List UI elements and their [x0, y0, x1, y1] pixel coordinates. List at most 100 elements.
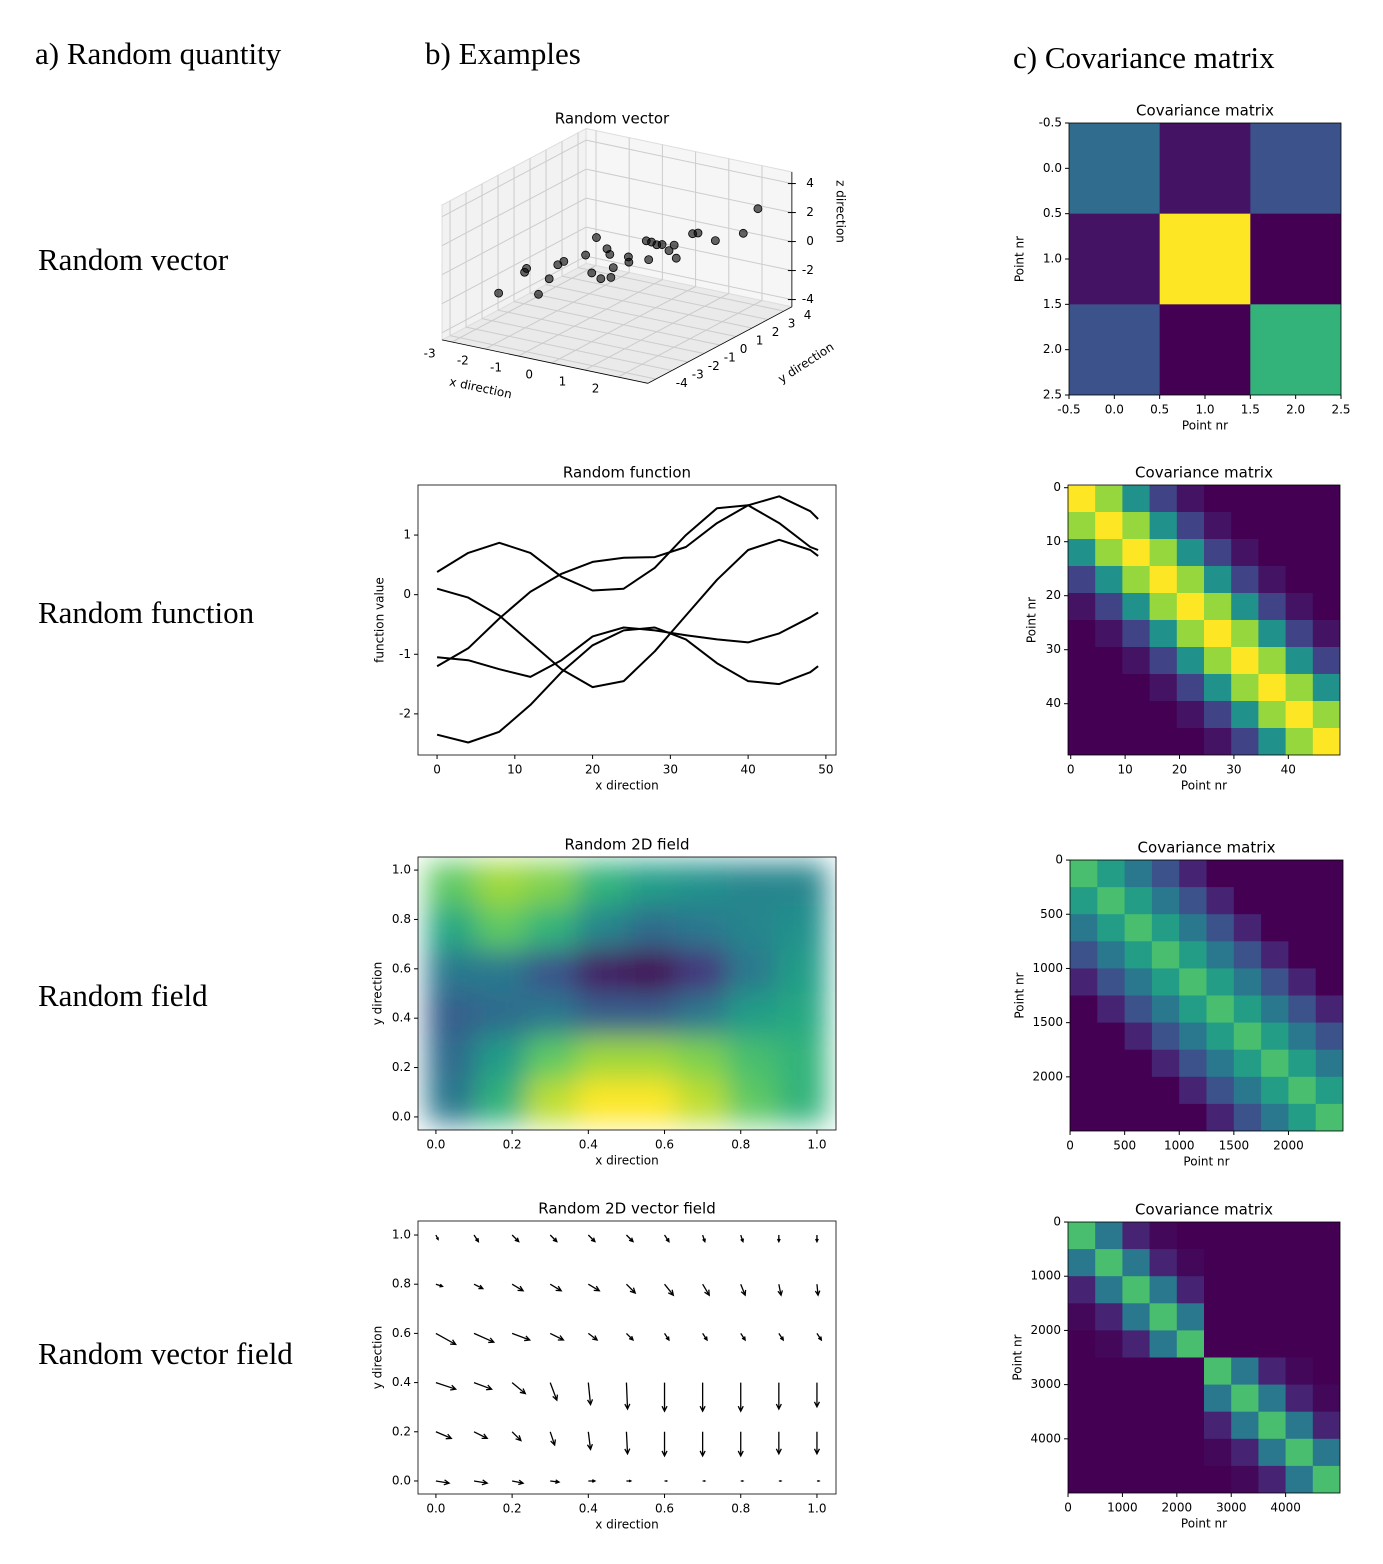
arrow [473, 1332, 496, 1344]
point [624, 257, 634, 267]
heatmap-cell [576, 949, 627, 994]
heatmap-cell [1204, 674, 1232, 702]
heatmap-cell [1231, 1276, 1259, 1304]
heatmap-cell [1122, 1249, 1151, 1277]
heatmap-cell [1233, 995, 1262, 1024]
heatmap-cell [1149, 1357, 1178, 1386]
heatmap-cell [1258, 485, 1287, 513]
heatmap-cell [1176, 728, 1205, 755]
heatmap-cell [1095, 1438, 1123, 1467]
heatmap-cell [1285, 1411, 1314, 1440]
heatmap-cell [526, 906, 577, 950]
arrow [586, 1382, 594, 1407]
x-tick-label: 0.2 [503, 1138, 522, 1152]
heatmap-cell [676, 949, 727, 994]
grid-line [513, 301, 720, 346]
heatmap-cell [1122, 566, 1151, 594]
arrow [588, 1479, 597, 1483]
heatmap-cell [1070, 887, 1098, 915]
heatmap-cell [1312, 1411, 1340, 1440]
x-tick-label: 0.6 [655, 1138, 674, 1152]
point [644, 255, 654, 265]
heatmap-cell [1231, 512, 1259, 540]
heatmap-cell [1315, 1049, 1343, 1078]
heatmap-cell [1206, 1076, 1235, 1105]
heatmap-cell [1151, 1022, 1180, 1051]
heatmap-cell [1204, 620, 1232, 648]
point [671, 253, 681, 263]
heatmap-cell [1176, 539, 1205, 567]
heatmap-cell [1204, 1303, 1232, 1331]
arrow [473, 1381, 493, 1391]
heatmap-cell [1068, 1303, 1096, 1331]
arrow [586, 1431, 593, 1451]
heatmap-cell [1070, 914, 1098, 942]
heatmap-cell [1070, 1049, 1098, 1078]
heatmap-cell [1095, 1357, 1123, 1386]
heatmap-cell [1097, 1049, 1126, 1078]
y-axis-label: Point nr [1013, 972, 1027, 1018]
x-tick-label: 30 [663, 763, 678, 777]
heatmap-cell [1097, 968, 1126, 996]
heatmap-cell [1288, 1076, 1317, 1105]
x-tick-label: -2 [457, 353, 469, 367]
heatmap-cell [1233, 1022, 1262, 1051]
heatmap-cell [1312, 1249, 1340, 1277]
point [553, 260, 563, 270]
y-tick-label: -4 [676, 376, 688, 390]
heatmap-cell [1204, 1465, 1232, 1493]
arrow [473, 1283, 485, 1290]
y-tick-label: 1.5 [1043, 297, 1062, 311]
heatmap-cell [1312, 1465, 1340, 1493]
x-axis-label: Point nr [1182, 419, 1228, 433]
heatmap-cell [776, 992, 827, 1037]
heatmap-cell [1068, 674, 1096, 702]
heatmap-cell [1122, 674, 1151, 702]
heatmap-cell [1068, 1222, 1096, 1250]
point [608, 263, 618, 273]
heatmap-cell [1176, 1303, 1205, 1331]
heatmap-cell [1231, 1222, 1259, 1250]
grid-line [441, 168, 587, 247]
heatmap-cell [1312, 701, 1340, 729]
heatmap-cell [1179, 887, 1207, 915]
heatmap-cell [1312, 1357, 1340, 1386]
x-tick-label: 30 [1226, 763, 1241, 777]
arrow [661, 1431, 668, 1458]
heatmap-cell [1151, 914, 1180, 942]
heatmap-cell [426, 949, 477, 994]
heatmap-cell [1068, 1411, 1096, 1440]
heatmap-cell [1312, 1276, 1340, 1304]
heatmap-cell [1204, 1384, 1232, 1413]
y-tick-label: -1 [399, 647, 411, 661]
arrow [550, 1479, 561, 1484]
heatmap-cell [1285, 1276, 1314, 1304]
y-tick-label: 0.0 [392, 1109, 411, 1123]
heatmap-cell [1206, 941, 1235, 969]
grid-line [441, 139, 587, 218]
heatmap-cell [1204, 485, 1232, 513]
heatmap-cell [1285, 701, 1314, 729]
heatmap-cell [1068, 1438, 1096, 1467]
heatmap-cell [1097, 1103, 1126, 1131]
heatmap-cell [576, 1079, 627, 1124]
heatmap-cell [1068, 1465, 1096, 1493]
row-label: Random vector field [38, 1336, 293, 1371]
heatmap-cell [1095, 1411, 1123, 1440]
y-tick-label: 1 [403, 528, 411, 542]
heatmap-cell [1122, 1276, 1151, 1304]
x-tick-label: 0 [1067, 763, 1075, 777]
heatmap-cell [1206, 860, 1235, 888]
chart-title: Covariance matrix [1135, 464, 1273, 482]
heatmap-cell [1204, 593, 1232, 621]
heatmap-cell [1231, 701, 1259, 729]
x-tick-label: -1 [490, 360, 502, 374]
y-tick-label: -0.5 [1039, 116, 1062, 130]
heatmap-cell [1179, 1076, 1207, 1105]
arrow [699, 1382, 706, 1413]
heatmap-cell [1258, 1330, 1287, 1358]
heatmap-cell [1068, 1330, 1096, 1358]
heatmap-cell [1149, 593, 1178, 621]
heatmap-cell [1288, 860, 1317, 888]
heatmap-cell [1261, 887, 1289, 915]
